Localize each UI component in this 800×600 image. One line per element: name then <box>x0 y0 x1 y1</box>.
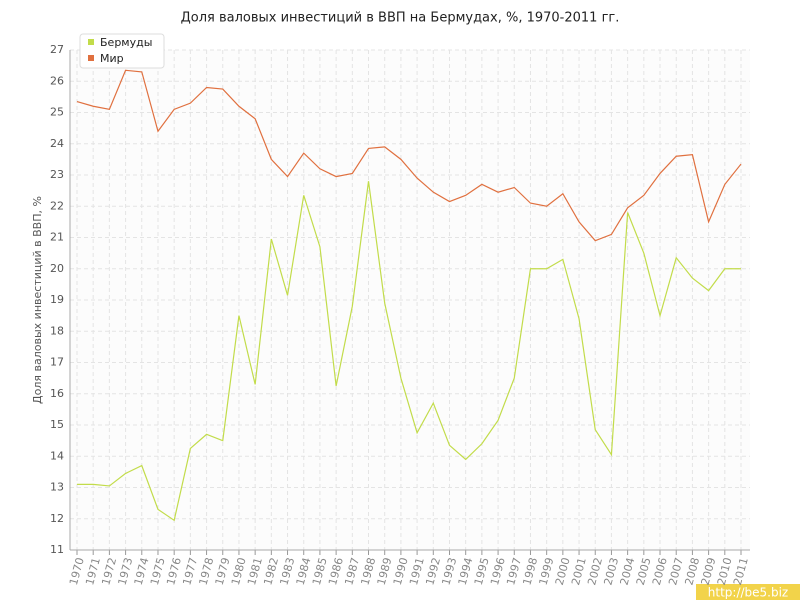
y-tick-label: 20 <box>50 262 64 275</box>
series-line <box>76 69 742 242</box>
y-axis-label: Доля валовых инвестиций в ВВП, % <box>31 196 44 404</box>
legend-label: Мир <box>100 52 124 65</box>
y-tick-label: 17 <box>50 356 64 369</box>
y-tick-label: 19 <box>50 293 64 306</box>
y-tick-label: 22 <box>50 199 64 212</box>
legend-box <box>79 33 165 69</box>
y-tick-label: 27 <box>50 43 64 56</box>
legend-swatch <box>88 39 94 45</box>
series-line <box>77 181 741 522</box>
y-tick-label: 23 <box>50 168 64 181</box>
y-tick-label: 15 <box>50 418 64 431</box>
legend-swatch <box>88 55 94 61</box>
y-tick-label: 25 <box>50 106 64 119</box>
y-tick-label: 21 <box>50 231 64 244</box>
y-tick-label: 16 <box>50 387 64 400</box>
y-tick-label: 26 <box>50 74 64 87</box>
y-tick-label: 18 <box>50 324 64 337</box>
y-tick-label: 11 <box>50 543 64 556</box>
y-tick-label: 14 <box>50 449 64 462</box>
y-tick-label: 24 <box>50 137 64 150</box>
y-tick-label: 12 <box>50 512 64 525</box>
legend-label: Бермуды <box>100 36 152 49</box>
legend: Бермуды Мир <box>79 33 165 69</box>
y-tick-label: 13 <box>50 481 64 494</box>
watermark-bg <box>696 584 800 600</box>
chart-title: Доля валовых инвестиций в ВВП на Бермуда… <box>181 11 620 26</box>
watermark: http://be5.biz <box>708 586 788 600</box>
